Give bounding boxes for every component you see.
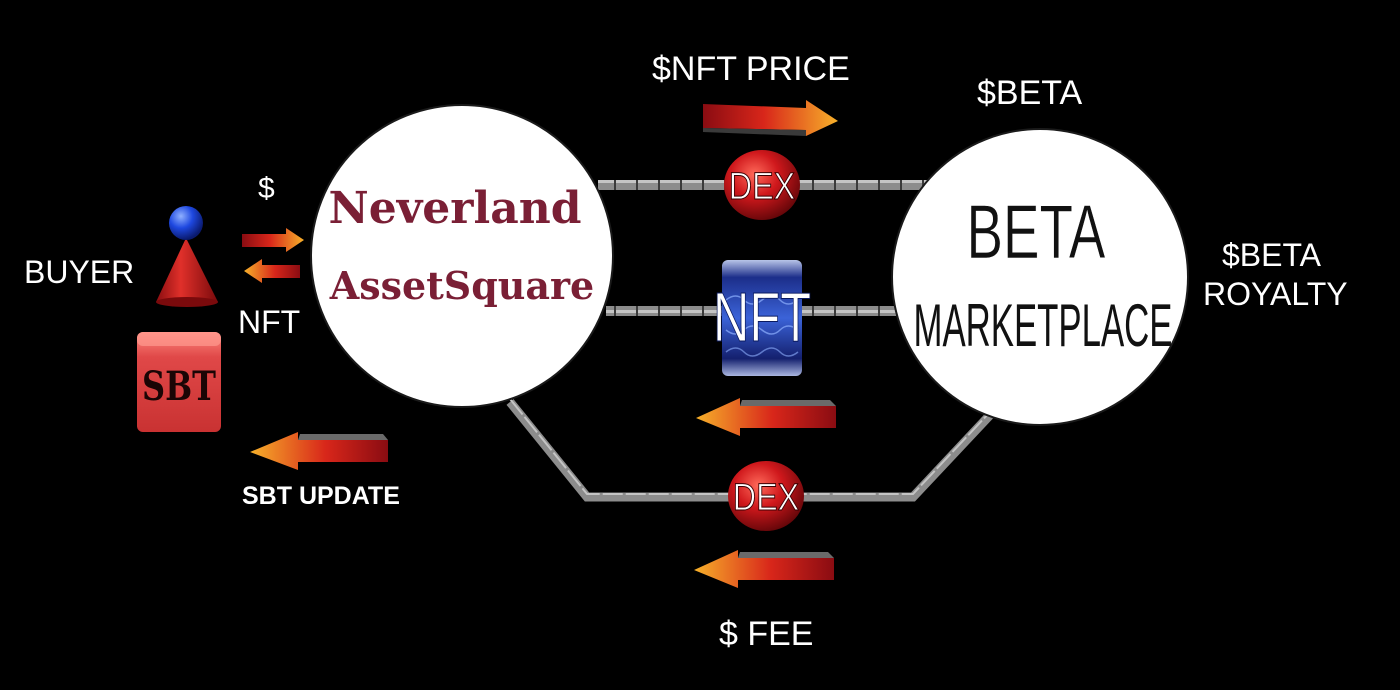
marketplace-title: MARKETPLACE xyxy=(913,293,1172,359)
sbt-update-label: SBT UPDATE xyxy=(242,482,400,510)
neverland-assetsquare-node[interactable]: Neverland AssetSquare xyxy=(310,104,614,408)
beta-marketplace-node[interactable]: BETA MARKETPLACE xyxy=(891,128,1189,426)
beta-token-label: $BETA xyxy=(977,74,1083,112)
dex-bottom-icon-label: DEX xyxy=(733,477,799,519)
fee-label: $ FEE xyxy=(719,615,813,653)
assetsquare-title: AssetSquare xyxy=(329,263,594,308)
arrow-neverland-to-buyer-icon xyxy=(244,259,300,283)
dollar-label: $ xyxy=(258,172,275,205)
dex-top-icon-label: DEX xyxy=(729,166,795,208)
beta-royalty-label-line2: ROYALTY xyxy=(1203,276,1348,312)
dex-bottom-node[interactable]: DEX xyxy=(728,461,804,531)
sbt-badge-icon: SBT xyxy=(137,332,221,432)
arrow-sbt-update-icon xyxy=(250,432,388,470)
buyer-label: BUYER xyxy=(24,254,134,290)
neverland-title: Neverland xyxy=(329,183,582,234)
dex-top-node[interactable]: DEX xyxy=(724,150,800,220)
arrow-fee-icon xyxy=(694,550,834,588)
arrow-nft-price-icon xyxy=(703,100,838,136)
sbt-badge-label: SBT xyxy=(142,362,216,409)
beta-title: BETA xyxy=(967,190,1107,275)
arrow-beta-royalty-icon xyxy=(696,398,836,436)
nft-transfer-label: NFT xyxy=(238,304,300,340)
nft-price-label: $NFT PRICE xyxy=(652,50,850,88)
nft-card[interactable]: NFT xyxy=(713,260,811,376)
buyer-icon xyxy=(156,206,218,307)
beta-royalty-label-line1: $BETA xyxy=(1222,237,1322,273)
nft-card-label: NFT xyxy=(713,278,811,356)
arrow-buyer-to-neverland-icon xyxy=(242,228,304,252)
